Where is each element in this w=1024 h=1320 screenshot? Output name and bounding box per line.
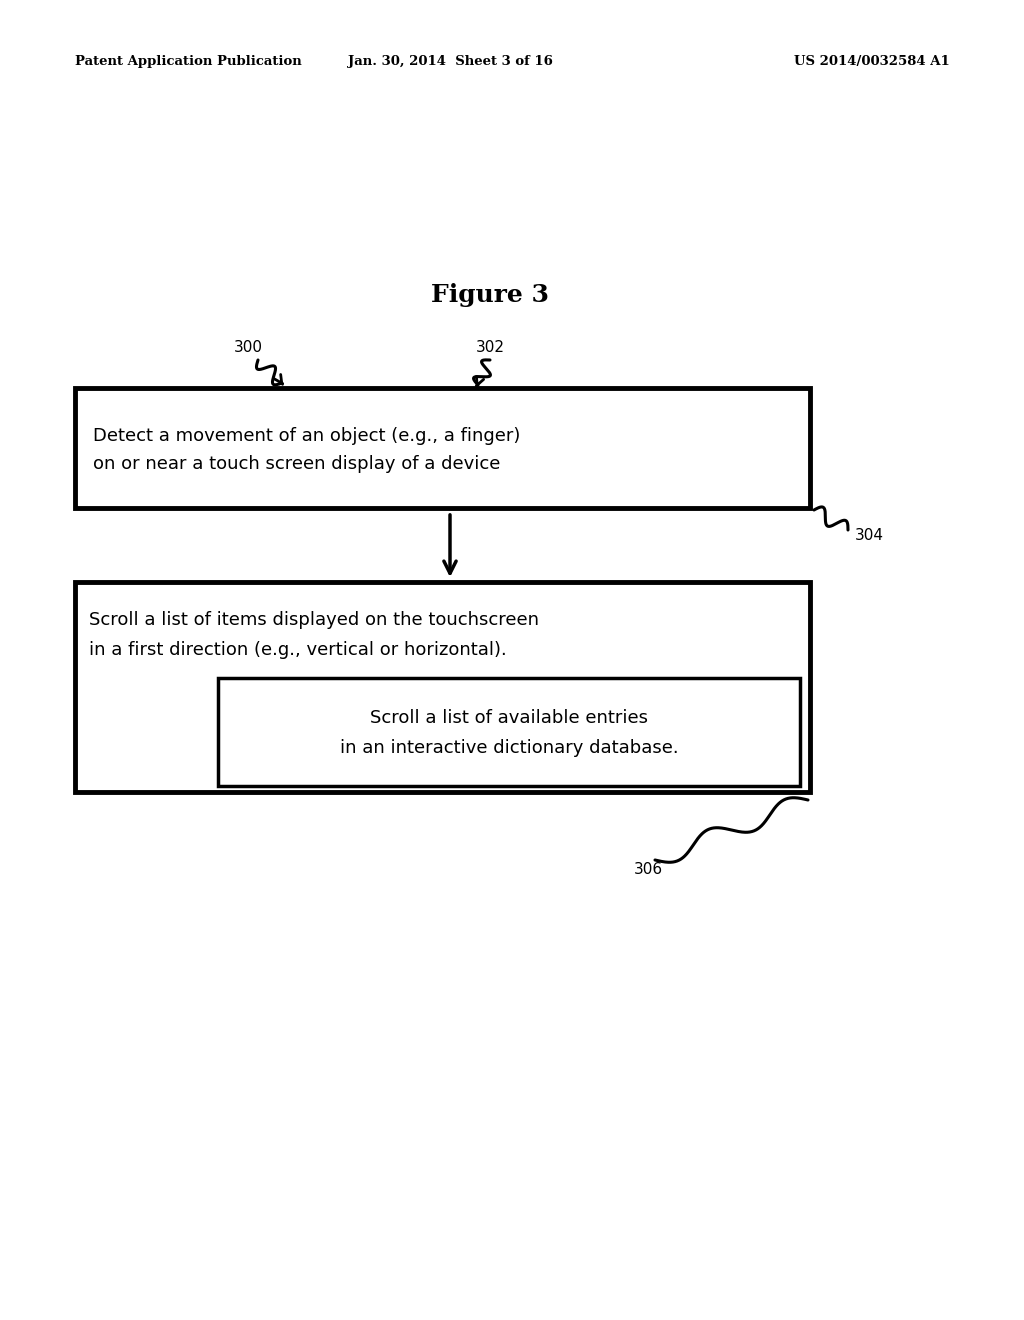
Text: 302: 302 [475,341,505,355]
Text: Scroll a list of items displayed on the touchscreen: Scroll a list of items displayed on the … [89,611,539,630]
Bar [75,388,810,508]
Text: Detect a movement of an object (e.g., a finger): Detect a movement of an object (e.g., a … [93,426,520,445]
Bar [75,582,810,792]
Text: Patent Application Publication: Patent Application Publication [75,55,302,69]
Text: 300: 300 [233,341,262,355]
Text: 306: 306 [634,862,663,878]
Text: in a first direction (e.g., vertical or horizontal).: in a first direction (e.g., vertical or … [89,642,507,659]
Text: in an interactive dictionary database.: in an interactive dictionary database. [340,739,678,756]
Text: on or near a touch screen display of a device: on or near a touch screen display of a d… [93,455,501,473]
Text: 304: 304 [855,528,884,543]
Bar [218,678,800,785]
Text: Scroll a list of available entries: Scroll a list of available entries [370,709,648,727]
Text: Figure 3: Figure 3 [431,282,549,308]
Text: Jan. 30, 2014  Sheet 3 of 16: Jan. 30, 2014 Sheet 3 of 16 [347,55,552,69]
Text: US 2014/0032584 A1: US 2014/0032584 A1 [795,55,950,69]
